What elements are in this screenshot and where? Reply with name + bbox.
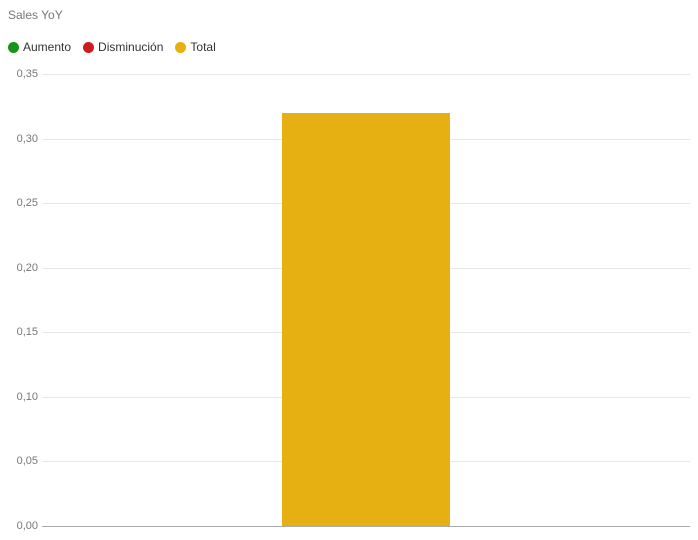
legend-label: Aumento bbox=[23, 40, 71, 54]
chart-title: Sales YoY bbox=[8, 8, 63, 22]
y-axis: 0,00 0,05 0,10 0,15 0,20 0,25 0,30 0,35 bbox=[0, 68, 38, 532]
gridline bbox=[42, 74, 690, 75]
y-tick-label: 0,30 bbox=[4, 133, 38, 145]
legend-item-disminucion: Disminución bbox=[83, 40, 163, 54]
plot-area bbox=[42, 68, 690, 532]
y-tick-label: 0,35 bbox=[4, 68, 38, 80]
y-tick-label: 0,15 bbox=[4, 326, 38, 338]
chart-area: 0,00 0,05 0,10 0,15 0,20 0,25 0,30 0,35 bbox=[0, 68, 698, 532]
legend-label: Disminución bbox=[98, 40, 163, 54]
y-tick-label: 0,05 bbox=[4, 455, 38, 467]
legend-swatch-aumento bbox=[8, 42, 19, 53]
legend-label: Total bbox=[190, 40, 215, 54]
y-tick-label: 0,20 bbox=[4, 262, 38, 274]
legend-swatch-total bbox=[175, 42, 186, 53]
y-tick-label: 0,00 bbox=[4, 520, 38, 532]
y-tick-label: 0,10 bbox=[4, 391, 38, 403]
legend-item-total: Total bbox=[175, 40, 215, 54]
gridline bbox=[42, 526, 690, 527]
y-tick-label: 0,25 bbox=[4, 197, 38, 209]
legend-swatch-disminucion bbox=[83, 42, 94, 53]
legend-item-aumento: Aumento bbox=[8, 40, 71, 54]
legend: Aumento Disminución Total bbox=[8, 40, 216, 54]
bar-total bbox=[282, 113, 450, 526]
